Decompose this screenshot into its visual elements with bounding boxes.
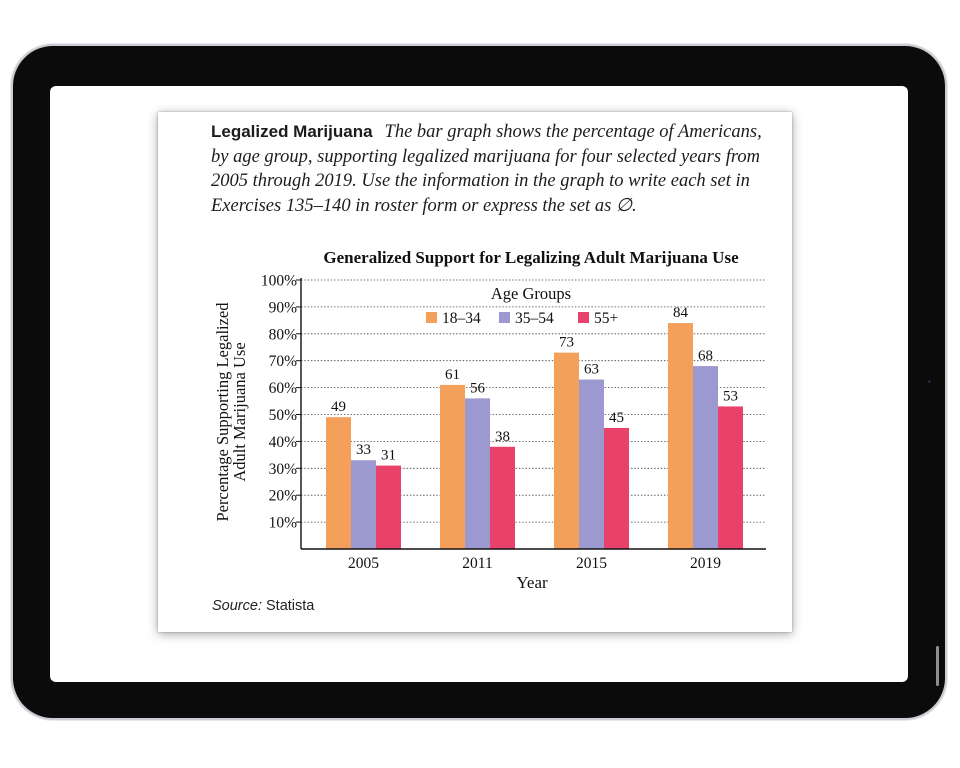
bar <box>326 417 351 549</box>
data-label: 31 <box>381 448 396 464</box>
y-axis-label-line2: Adult Marijuana Use <box>230 342 249 481</box>
source-note: Source: Statista <box>212 598 314 614</box>
bar <box>579 379 604 549</box>
bar <box>351 460 376 549</box>
y-axis-label-line1: Percentage Supporting Legalized <box>213 302 232 522</box>
legend-swatch <box>578 312 589 323</box>
camera-dot <box>928 380 931 383</box>
data-label: 38 <box>495 429 510 445</box>
y-tick-label: 40% <box>269 434 298 451</box>
textbook-excerpt-card: Legalized Marijuana The bar graph shows t… <box>158 112 792 632</box>
legend-label: 18–34 <box>442 310 481 327</box>
y-tick-label: 90% <box>269 299 298 316</box>
data-label: 63 <box>584 362 599 378</box>
y-tick-label: 100% <box>261 273 297 290</box>
y-tick-label: 50% <box>269 407 298 424</box>
y-tick-label: 20% <box>269 488 298 505</box>
legend-title: Age Groups <box>491 284 571 303</box>
bar <box>718 406 743 549</box>
y-tick-label: 60% <box>269 380 298 397</box>
bar <box>465 398 490 549</box>
x-tick-label: 2011 <box>462 555 492 572</box>
x-tick-label: 2019 <box>690 555 721 572</box>
data-label: 61 <box>445 367 460 383</box>
side-button <box>936 646 939 686</box>
y-tick-label: 80% <box>269 326 298 343</box>
intro-lead: Legalized Marijuana <box>211 122 373 141</box>
data-label: 73 <box>559 335 574 351</box>
data-label: 49 <box>331 399 346 415</box>
source-name: Statista <box>266 598 315 614</box>
data-label: 68 <box>698 348 713 364</box>
data-label: 56 <box>470 380 486 396</box>
y-tick-label: 10% <box>269 515 298 532</box>
legend-label: 55+ <box>594 310 618 327</box>
legend-label: 35–54 <box>515 310 554 327</box>
data-label: 84 <box>673 305 689 321</box>
y-tick-label: 30% <box>269 461 298 478</box>
source-label: Source: <box>212 598 262 614</box>
legend-swatch <box>499 312 510 323</box>
legend-swatch <box>426 312 437 323</box>
bar-chart: Generalized Support for Legalizing Adult… <box>213 248 766 592</box>
bar <box>693 366 718 549</box>
bar <box>440 384 465 549</box>
intro-paragraph: Legalized Marijuana The bar graph shows t… <box>211 120 781 218</box>
bar <box>490 446 515 549</box>
data-label: 53 <box>723 388 738 404</box>
bar <box>604 427 629 549</box>
y-tick-label: 70% <box>269 353 298 370</box>
x-tick-label: 2005 <box>348 555 379 572</box>
bar <box>554 352 579 549</box>
data-label: 33 <box>356 442 371 458</box>
bar <box>668 323 693 549</box>
bar <box>376 465 401 549</box>
chart-title: Generalized Support for Legalizing Adult… <box>323 248 739 267</box>
intro-body: The bar graph shows the percentage of Am… <box>211 122 762 216</box>
x-tick-label: 2015 <box>576 555 607 572</box>
x-axis-label: Year <box>516 573 548 592</box>
data-label: 45 <box>609 410 624 426</box>
